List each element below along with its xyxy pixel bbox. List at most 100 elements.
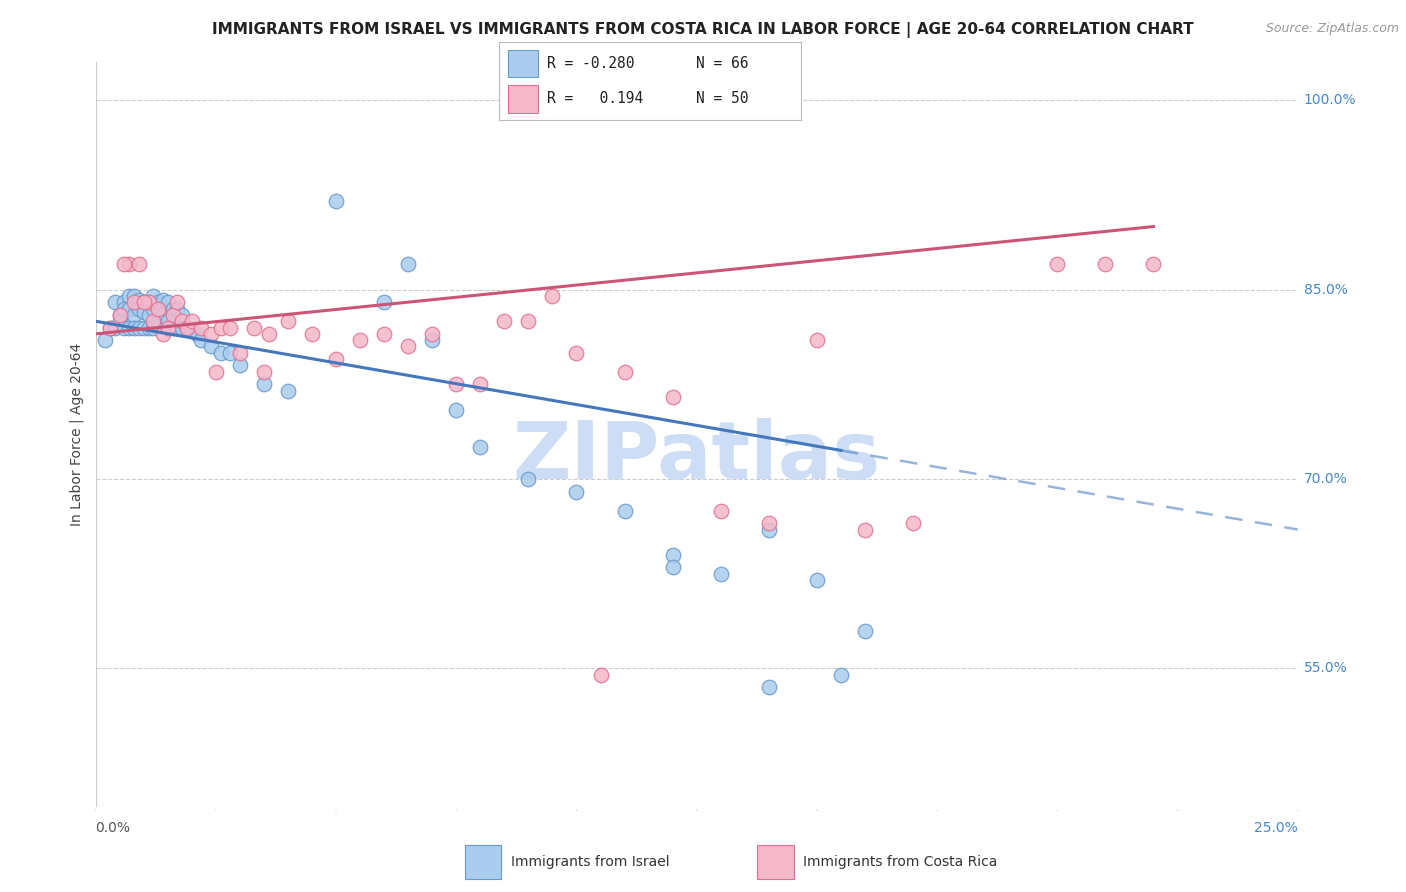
Text: 100.0%: 100.0%: [1303, 94, 1357, 107]
Point: [128, 320, 150, 334]
Point: [517, 472, 540, 486]
Text: 85.0%: 85.0%: [1303, 283, 1347, 297]
Point: [186, 326, 208, 341]
Point: [166, 295, 188, 310]
Text: ZIPatlas: ZIPatlas: [513, 418, 880, 496]
Point: [830, 667, 852, 681]
Point: [104, 320, 127, 334]
Point: [661, 560, 683, 574]
Point: [132, 305, 155, 319]
Point: [114, 301, 136, 316]
Point: [758, 681, 780, 695]
Point: [1046, 257, 1069, 271]
Point: [901, 516, 924, 531]
Point: [142, 301, 165, 316]
Point: [253, 377, 276, 392]
Point: [710, 566, 733, 581]
Point: [132, 295, 155, 310]
Point: [277, 314, 299, 328]
Point: [219, 320, 242, 334]
Point: [253, 365, 276, 379]
Point: [98, 320, 121, 334]
Point: [132, 320, 155, 334]
Point: [470, 441, 492, 455]
Point: [758, 523, 780, 537]
Point: [152, 308, 174, 322]
Point: [138, 295, 160, 310]
Point: [420, 326, 443, 341]
Point: [132, 295, 155, 310]
Point: [396, 339, 419, 353]
Point: [444, 377, 467, 392]
Point: [219, 346, 242, 360]
Point: [396, 257, 419, 271]
Point: [758, 516, 780, 531]
Point: [180, 323, 202, 337]
FancyBboxPatch shape: [508, 50, 538, 78]
Point: [176, 320, 198, 334]
Point: [114, 320, 136, 334]
Point: [565, 346, 588, 360]
Point: [209, 346, 232, 360]
Point: [162, 320, 184, 334]
Point: [200, 326, 222, 341]
Text: 55.0%: 55.0%: [1303, 661, 1347, 675]
Point: [142, 320, 165, 334]
Point: [661, 390, 683, 404]
Point: [122, 320, 145, 334]
Point: [114, 257, 136, 271]
Point: [806, 333, 828, 347]
Point: [205, 365, 228, 379]
Point: [349, 333, 371, 347]
Point: [277, 384, 299, 398]
Text: R = -0.280: R = -0.280: [547, 55, 636, 70]
Point: [209, 320, 232, 334]
Point: [517, 314, 540, 328]
Point: [128, 293, 150, 307]
Point: [156, 314, 179, 328]
Point: [114, 295, 136, 310]
Point: [118, 301, 141, 316]
Point: [108, 308, 131, 322]
Y-axis label: In Labor Force | Age 20-64: In Labor Force | Age 20-64: [70, 343, 84, 526]
Point: [710, 503, 733, 517]
Point: [104, 295, 127, 310]
Point: [229, 359, 252, 373]
Point: [172, 308, 194, 322]
Point: [162, 301, 184, 316]
Text: 70.0%: 70.0%: [1303, 472, 1347, 486]
Point: [190, 320, 212, 334]
Point: [301, 326, 323, 341]
Point: [325, 352, 347, 367]
Point: [146, 295, 169, 310]
Point: [98, 320, 121, 334]
Point: [229, 346, 252, 360]
Point: [373, 326, 395, 341]
Point: [108, 308, 131, 322]
Point: [162, 308, 184, 322]
Point: [166, 320, 188, 334]
Point: [122, 308, 145, 322]
Point: [94, 333, 117, 347]
Point: [853, 523, 876, 537]
Text: IMMIGRANTS FROM ISRAEL VS IMMIGRANTS FROM COSTA RICA IN LABOR FORCE | AGE 20-64 : IMMIGRANTS FROM ISRAEL VS IMMIGRANTS FRO…: [212, 22, 1194, 38]
Point: [166, 301, 188, 316]
Point: [172, 320, 194, 334]
Point: [118, 289, 141, 303]
Point: [138, 295, 160, 310]
Point: [470, 377, 492, 392]
Point: [613, 503, 636, 517]
Text: R =   0.194: R = 0.194: [547, 91, 644, 106]
Text: N = 66: N = 66: [696, 55, 748, 70]
Point: [176, 320, 198, 334]
Point: [613, 365, 636, 379]
Point: [142, 314, 165, 328]
Point: [325, 194, 347, 209]
Point: [146, 301, 169, 316]
Text: Immigrants from Costa Rica: Immigrants from Costa Rica: [803, 855, 998, 869]
Point: [128, 257, 150, 271]
Point: [146, 314, 169, 328]
Point: [853, 624, 876, 638]
FancyBboxPatch shape: [758, 845, 794, 879]
Point: [156, 320, 179, 334]
